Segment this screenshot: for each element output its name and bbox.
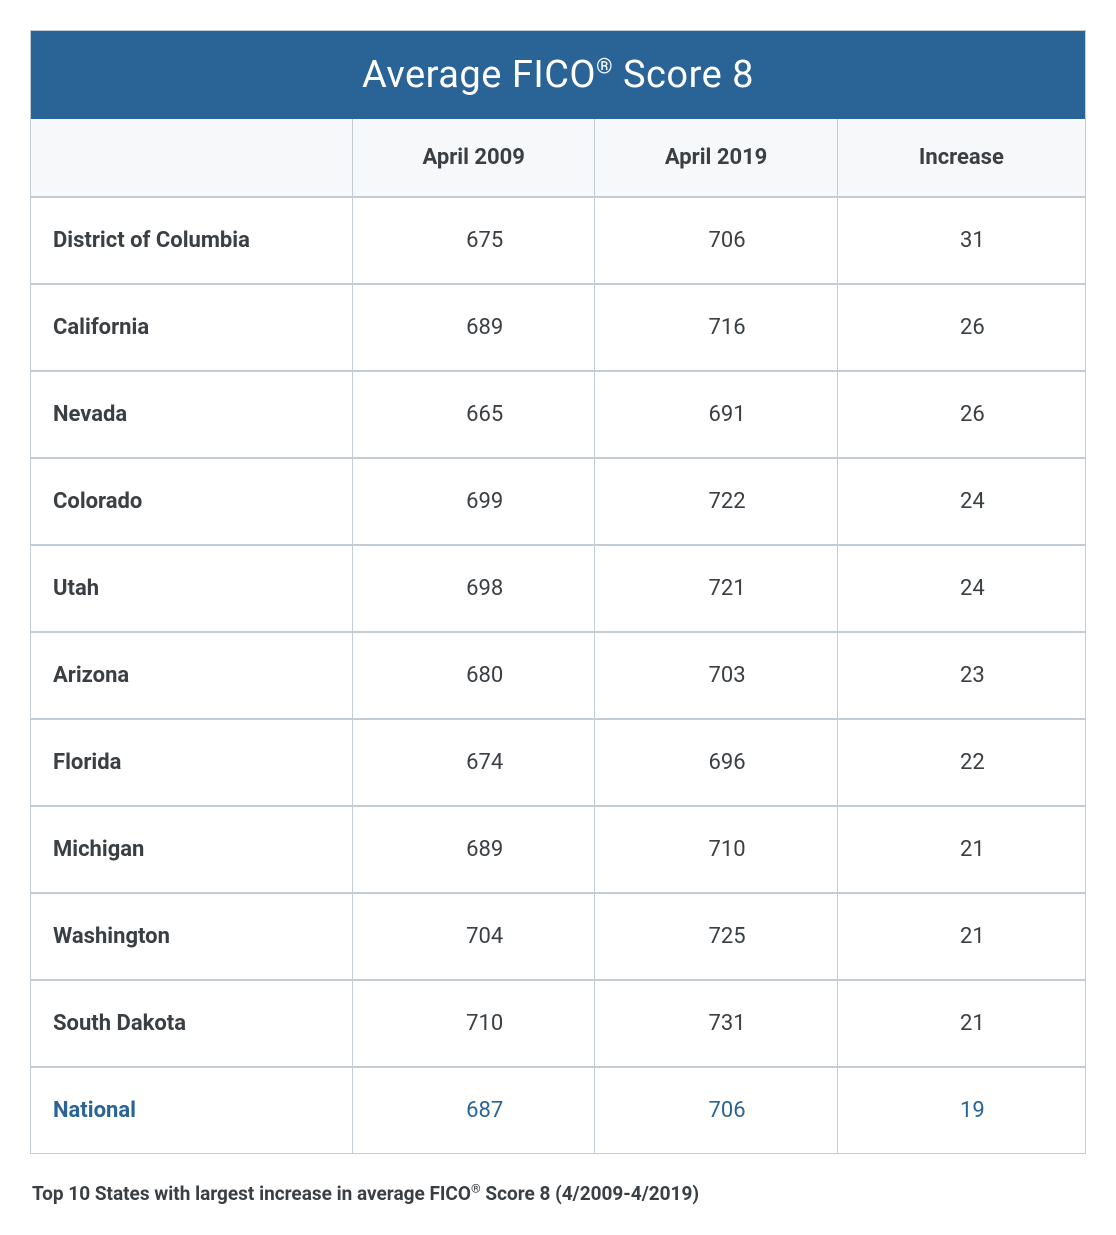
title-prefix: Average FICO xyxy=(362,53,596,97)
row-label: District of Columbia xyxy=(31,197,352,284)
row-value-increase: 31 xyxy=(837,197,1085,284)
title-registered: ® xyxy=(596,55,613,79)
row-value-increase: 21 xyxy=(837,893,1085,980)
row-label: California xyxy=(31,284,352,371)
row-value-2019: 722 xyxy=(595,458,837,545)
row-value-2019: 696 xyxy=(595,719,837,806)
row-value-2019: 725 xyxy=(595,893,837,980)
row-value-increase: 23 xyxy=(837,632,1085,719)
table-title: Average FICO® Score 8 xyxy=(31,31,1085,119)
row-value-2009: 704 xyxy=(352,893,594,980)
row-value-2009: 689 xyxy=(352,284,594,371)
row-value-increase: 19 xyxy=(837,1067,1085,1153)
fico-table: April 2009 April 2019 Increase District … xyxy=(31,119,1085,1153)
row-value-2009: 699 xyxy=(352,458,594,545)
table-row: Colorado 699 722 24 xyxy=(31,458,1085,545)
col-header-april2009: April 2009 xyxy=(352,119,594,197)
row-value-increase: 26 xyxy=(837,371,1085,458)
row-value-increase: 21 xyxy=(837,980,1085,1067)
row-value-increase: 24 xyxy=(837,458,1085,545)
row-label: Michigan xyxy=(31,806,352,893)
row-value-2009: 689 xyxy=(352,806,594,893)
row-label: South Dakota xyxy=(31,980,352,1067)
row-value-2019: 706 xyxy=(595,1067,837,1153)
table-row: District of Columbia 675 706 31 xyxy=(31,197,1085,284)
table-caption: Top 10 States with largest increase in a… xyxy=(30,1182,1086,1205)
table-row: South Dakota 710 731 21 xyxy=(31,980,1085,1067)
row-value-2009: 680 xyxy=(352,632,594,719)
caption-prefix: Top 10 States with largest increase in a… xyxy=(32,1182,471,1205)
table-header: April 2009 April 2019 Increase xyxy=(31,119,1085,197)
row-label: Arizona xyxy=(31,632,352,719)
row-label: Colorado xyxy=(31,458,352,545)
row-value-2019: 703 xyxy=(595,632,837,719)
caption-registered: ® xyxy=(471,1183,481,1197)
col-header-increase: Increase xyxy=(837,119,1085,197)
table-row-national: National 687 706 19 xyxy=(31,1067,1085,1153)
table-row: Arizona 680 703 23 xyxy=(31,632,1085,719)
row-value-increase: 21 xyxy=(837,806,1085,893)
row-label: National xyxy=(31,1067,352,1153)
row-value-increase: 22 xyxy=(837,719,1085,806)
header-row: April 2009 April 2019 Increase xyxy=(31,119,1085,197)
row-label: Florida xyxy=(31,719,352,806)
row-value-2019: 716 xyxy=(595,284,837,371)
row-value-increase: 26 xyxy=(837,284,1085,371)
row-value-2019: 710 xyxy=(595,806,837,893)
row-value-2019: 731 xyxy=(595,980,837,1067)
row-value-2009: 687 xyxy=(352,1067,594,1153)
row-value-2019: 691 xyxy=(595,371,837,458)
row-label: Nevada xyxy=(31,371,352,458)
row-label: Washington xyxy=(31,893,352,980)
fico-table-container: Average FICO® Score 8 April 2009 April 2… xyxy=(30,30,1086,1154)
row-value-2019: 706 xyxy=(595,197,837,284)
table-row: Utah 698 721 24 xyxy=(31,545,1085,632)
caption-suffix: Score 8 (4/2009-4/2019) xyxy=(481,1182,699,1205)
table-row: Florida 674 696 22 xyxy=(31,719,1085,806)
row-value-2009: 710 xyxy=(352,980,594,1067)
table-body: District of Columbia 675 706 31 Californ… xyxy=(31,197,1085,1153)
title-suffix: Score 8 xyxy=(613,53,754,97)
row-value-2009: 675 xyxy=(352,197,594,284)
row-value-increase: 24 xyxy=(837,545,1085,632)
row-value-2009: 698 xyxy=(352,545,594,632)
table-row: California 689 716 26 xyxy=(31,284,1085,371)
row-label: Utah xyxy=(31,545,352,632)
col-header-april2019: April 2019 xyxy=(595,119,837,197)
row-value-2009: 665 xyxy=(352,371,594,458)
table-row: Nevada 665 691 26 xyxy=(31,371,1085,458)
table-row: Michigan 689 710 21 xyxy=(31,806,1085,893)
row-value-2019: 721 xyxy=(595,545,837,632)
col-header-state xyxy=(31,119,352,197)
table-row: Washington 704 725 21 xyxy=(31,893,1085,980)
row-value-2009: 674 xyxy=(352,719,594,806)
